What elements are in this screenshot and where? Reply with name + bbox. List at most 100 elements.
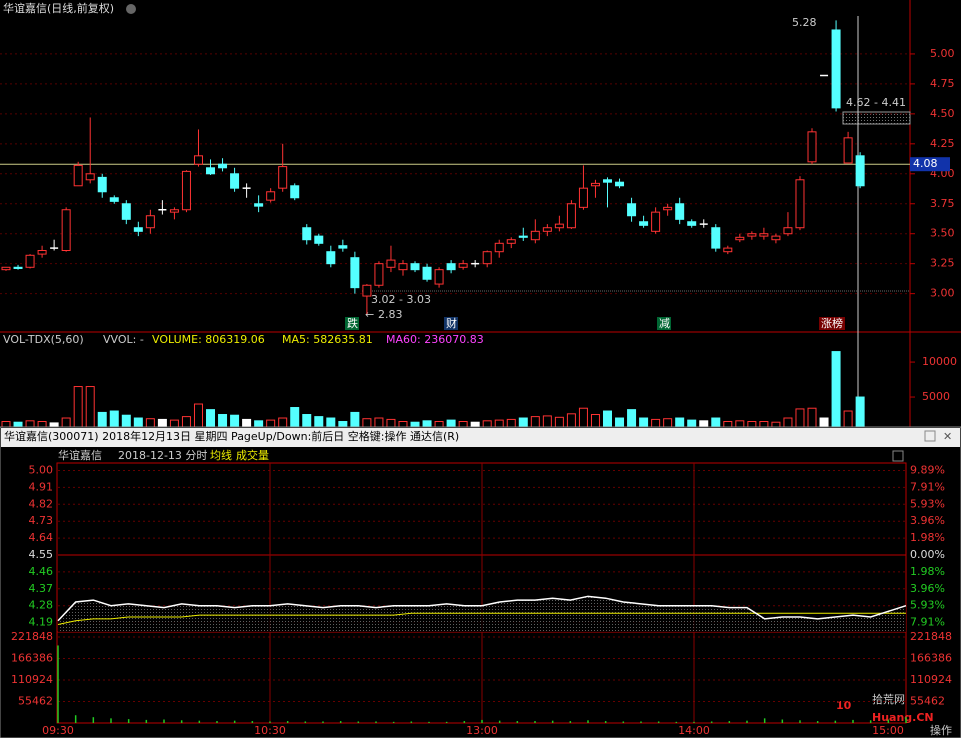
event-tag-bg bbox=[657, 317, 671, 330]
candle-body bbox=[169, 209, 179, 213]
candle-body bbox=[482, 251, 492, 265]
event-tag[interactable]: 跌 bbox=[347, 316, 358, 330]
candle-body bbox=[795, 179, 805, 229]
y-tick-label: 4.55 bbox=[29, 548, 54, 561]
candle-body bbox=[302, 227, 312, 241]
candle-body bbox=[518, 235, 528, 238]
y-tick-label: 3.50 bbox=[930, 227, 955, 240]
candle-body bbox=[374, 263, 384, 286]
menu-icon[interactable] bbox=[126, 4, 136, 14]
panel-button[interactable] bbox=[892, 450, 904, 462]
last-price-box bbox=[910, 157, 950, 172]
candle-body bbox=[121, 203, 131, 220]
candle-body bbox=[145, 215, 155, 229]
watermark-site: 拾荒网 bbox=[872, 692, 905, 706]
candle-body bbox=[398, 263, 408, 271]
x-tick-label: 13:00 bbox=[466, 724, 498, 737]
candle-body bbox=[783, 227, 793, 235]
x-tick-label: 14:00 bbox=[678, 724, 710, 737]
average-line bbox=[57, 612, 906, 625]
candle-body bbox=[97, 176, 107, 193]
candle-body bbox=[61, 209, 71, 251]
candle-body bbox=[314, 235, 324, 244]
candle-body bbox=[326, 251, 336, 265]
candle-body bbox=[338, 245, 348, 249]
price-band bbox=[842, 111, 911, 125]
event-tag-bg bbox=[444, 317, 458, 330]
y-tick-label: 4.28 bbox=[29, 599, 54, 612]
annotation: 4.62 - 4.41 bbox=[846, 96, 906, 109]
y-tick-label: 166386 bbox=[910, 651, 952, 664]
y-tick-label: 3.75 bbox=[930, 197, 955, 210]
corner-label[interactable]: 操作 bbox=[930, 723, 952, 737]
candle-body bbox=[362, 284, 372, 297]
watermark-domain: Huang.CN bbox=[872, 711, 934, 724]
pct-tick-label: 7.91% bbox=[910, 616, 945, 629]
pct-tick-label: 5.93% bbox=[910, 599, 945, 612]
candle-body bbox=[13, 266, 23, 269]
candle-body bbox=[193, 155, 203, 165]
volume-bar bbox=[85, 386, 95, 433]
candle-body bbox=[687, 221, 697, 226]
candle-body bbox=[759, 233, 769, 237]
maximize-button[interactable] bbox=[924, 430, 936, 442]
event-tag[interactable]: 涨榜 bbox=[821, 316, 843, 330]
candle-body bbox=[73, 164, 83, 187]
candle-body bbox=[494, 242, 504, 253]
legend-entry: 成交量 bbox=[236, 448, 269, 462]
y-tick-label: 4.19 bbox=[29, 616, 54, 629]
indicator-value: MA60: 236070.83 bbox=[386, 333, 484, 346]
y-tick-label: 4.25 bbox=[930, 137, 955, 150]
candle-body bbox=[206, 167, 216, 175]
popup-title: 华谊嘉信(300071) 2018年12月13日 星期四 PageUp/Down… bbox=[4, 429, 459, 443]
y-tick-label: 10000 bbox=[922, 355, 957, 368]
candle-body bbox=[290, 185, 300, 199]
popup-stock: 华谊嘉信 bbox=[58, 448, 102, 462]
candle-body bbox=[542, 227, 552, 232]
candle-body bbox=[458, 263, 468, 268]
close-button[interactable]: ✕ bbox=[943, 430, 952, 443]
pct-tick-label: 5.93% bbox=[910, 497, 945, 510]
annotation: 2.83 bbox=[378, 308, 403, 321]
candle-body bbox=[446, 263, 456, 271]
y-tick-label: 166386 bbox=[11, 651, 53, 664]
candle-body bbox=[230, 173, 240, 189]
y-tick-label: 3.00 bbox=[930, 287, 955, 300]
candle-body bbox=[410, 263, 420, 271]
pct-tick-label: 9.89% bbox=[910, 464, 945, 477]
candle-body bbox=[386, 259, 396, 268]
legend-entry: 均线 bbox=[210, 448, 232, 462]
y-tick-label: 4.75 bbox=[930, 77, 955, 90]
candle-body bbox=[675, 203, 685, 220]
indicator-value: MA5: 582635.81 bbox=[282, 333, 373, 346]
indicator-value: VVOL: - bbox=[103, 333, 144, 346]
candle-body bbox=[506, 239, 516, 244]
candle-body bbox=[627, 203, 637, 217]
candle-body bbox=[807, 131, 817, 163]
x-tick-label: 15:00 bbox=[872, 724, 904, 737]
price-area bbox=[58, 596, 906, 632]
volume-bar bbox=[73, 386, 83, 433]
event-tag[interactable]: 财 bbox=[446, 316, 457, 330]
y-tick-label: 4.73 bbox=[29, 514, 54, 527]
pct-tick-label: 1.98% bbox=[910, 565, 945, 578]
event-tag-bg bbox=[345, 317, 359, 330]
indicator-value: VOLUME: 806319.06 bbox=[152, 333, 265, 346]
candle-body bbox=[25, 254, 35, 268]
y-tick-label: 4.50 bbox=[930, 107, 955, 120]
candle-body bbox=[711, 227, 721, 249]
popup-date: 2018-12-13 分时 bbox=[118, 449, 207, 462]
candle-body bbox=[554, 223, 564, 229]
candle-body bbox=[615, 181, 625, 187]
pct-tick-label: 3.96% bbox=[910, 582, 945, 595]
chart-header: 华谊嘉信(日线,前复权) bbox=[3, 1, 114, 15]
pct-tick-label: 3.96% bbox=[910, 514, 945, 527]
candle-body bbox=[218, 163, 228, 169]
candle-body bbox=[831, 29, 841, 109]
candle-body bbox=[723, 247, 733, 253]
event-tag[interactable]: 减 bbox=[659, 317, 670, 330]
annotation: 5.28 bbox=[792, 16, 817, 29]
candle-body bbox=[85, 173, 95, 181]
y-tick-label: 55462 bbox=[910, 694, 945, 707]
